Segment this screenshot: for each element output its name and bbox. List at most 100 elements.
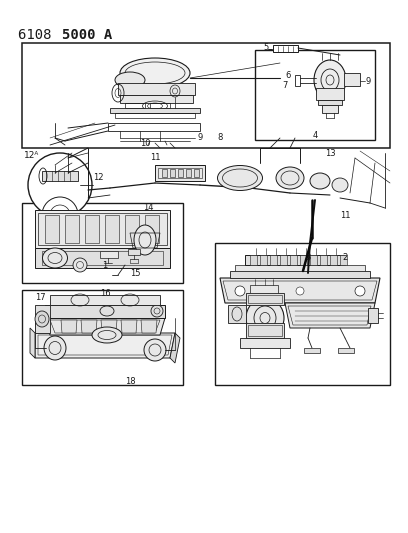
Polygon shape xyxy=(246,323,284,338)
Ellipse shape xyxy=(120,58,190,88)
Polygon shape xyxy=(320,255,327,265)
Text: 6: 6 xyxy=(285,70,290,79)
Polygon shape xyxy=(30,328,35,358)
Text: 9: 9 xyxy=(366,77,370,85)
Ellipse shape xyxy=(332,178,348,192)
Ellipse shape xyxy=(310,173,330,189)
Polygon shape xyxy=(110,108,200,113)
Polygon shape xyxy=(330,255,337,265)
Ellipse shape xyxy=(276,167,304,189)
Text: 12ᴬ: 12ᴬ xyxy=(24,150,40,159)
Polygon shape xyxy=(81,320,97,333)
Polygon shape xyxy=(170,333,180,363)
Text: 1: 1 xyxy=(102,262,108,271)
Text: 18: 18 xyxy=(125,377,135,386)
Text: 5000 A: 5000 A xyxy=(62,28,112,42)
Polygon shape xyxy=(120,95,193,103)
Polygon shape xyxy=(128,249,140,255)
Ellipse shape xyxy=(73,258,87,272)
Polygon shape xyxy=(65,215,79,243)
Text: 13: 13 xyxy=(325,149,335,157)
Ellipse shape xyxy=(151,305,163,317)
Ellipse shape xyxy=(92,327,122,343)
Text: 11: 11 xyxy=(150,154,160,163)
Polygon shape xyxy=(61,320,77,333)
Ellipse shape xyxy=(134,225,156,255)
Polygon shape xyxy=(235,265,365,271)
Polygon shape xyxy=(170,169,175,177)
Ellipse shape xyxy=(35,311,49,327)
Ellipse shape xyxy=(314,60,346,100)
Polygon shape xyxy=(230,271,370,278)
Text: 4: 4 xyxy=(313,132,317,141)
Polygon shape xyxy=(322,105,338,113)
Polygon shape xyxy=(145,215,159,243)
Ellipse shape xyxy=(42,248,67,268)
Polygon shape xyxy=(50,295,160,305)
Polygon shape xyxy=(368,308,378,323)
Bar xyxy=(255,50,375,140)
Polygon shape xyxy=(45,305,165,318)
Polygon shape xyxy=(35,210,170,248)
Polygon shape xyxy=(285,303,375,328)
Polygon shape xyxy=(318,100,342,105)
Polygon shape xyxy=(155,165,205,181)
Polygon shape xyxy=(310,255,317,265)
Text: 10: 10 xyxy=(140,139,150,148)
Bar xyxy=(273,45,298,52)
Text: 2: 2 xyxy=(342,253,348,262)
Text: 6108: 6108 xyxy=(18,28,60,42)
Ellipse shape xyxy=(100,306,114,316)
Polygon shape xyxy=(186,169,191,177)
Bar xyxy=(22,43,390,148)
Polygon shape xyxy=(118,83,195,95)
Polygon shape xyxy=(45,215,59,243)
Bar xyxy=(22,290,183,385)
Ellipse shape xyxy=(246,298,284,338)
Polygon shape xyxy=(178,169,183,177)
Polygon shape xyxy=(250,255,257,265)
Text: 14: 14 xyxy=(143,204,153,213)
Polygon shape xyxy=(316,88,344,100)
Polygon shape xyxy=(125,215,139,243)
Polygon shape xyxy=(162,169,167,177)
Polygon shape xyxy=(194,169,199,177)
Circle shape xyxy=(355,286,365,296)
Polygon shape xyxy=(141,320,157,333)
Polygon shape xyxy=(246,293,284,305)
Polygon shape xyxy=(100,251,118,258)
Polygon shape xyxy=(121,320,137,333)
Polygon shape xyxy=(38,213,167,245)
Circle shape xyxy=(28,153,92,217)
Ellipse shape xyxy=(115,72,145,88)
Polygon shape xyxy=(42,171,78,181)
Polygon shape xyxy=(35,305,50,333)
Polygon shape xyxy=(220,278,380,303)
Ellipse shape xyxy=(144,339,166,361)
Polygon shape xyxy=(45,318,165,335)
Polygon shape xyxy=(280,255,287,265)
Polygon shape xyxy=(300,255,307,265)
Polygon shape xyxy=(338,348,354,353)
Text: 16: 16 xyxy=(100,288,110,297)
Polygon shape xyxy=(260,255,267,265)
Polygon shape xyxy=(344,73,360,86)
Polygon shape xyxy=(101,320,117,333)
Polygon shape xyxy=(35,333,175,358)
Text: 9: 9 xyxy=(197,133,203,142)
Text: 8: 8 xyxy=(217,133,223,142)
Bar xyxy=(215,243,390,385)
Polygon shape xyxy=(340,255,347,265)
Polygon shape xyxy=(240,338,290,348)
Polygon shape xyxy=(304,348,320,353)
Polygon shape xyxy=(228,305,246,323)
Polygon shape xyxy=(245,255,345,265)
Polygon shape xyxy=(105,215,119,243)
Text: 15: 15 xyxy=(130,269,140,278)
Polygon shape xyxy=(290,255,297,265)
Circle shape xyxy=(42,197,78,233)
Polygon shape xyxy=(270,255,277,265)
Circle shape xyxy=(296,287,304,295)
Polygon shape xyxy=(250,285,278,293)
Circle shape xyxy=(50,205,70,225)
